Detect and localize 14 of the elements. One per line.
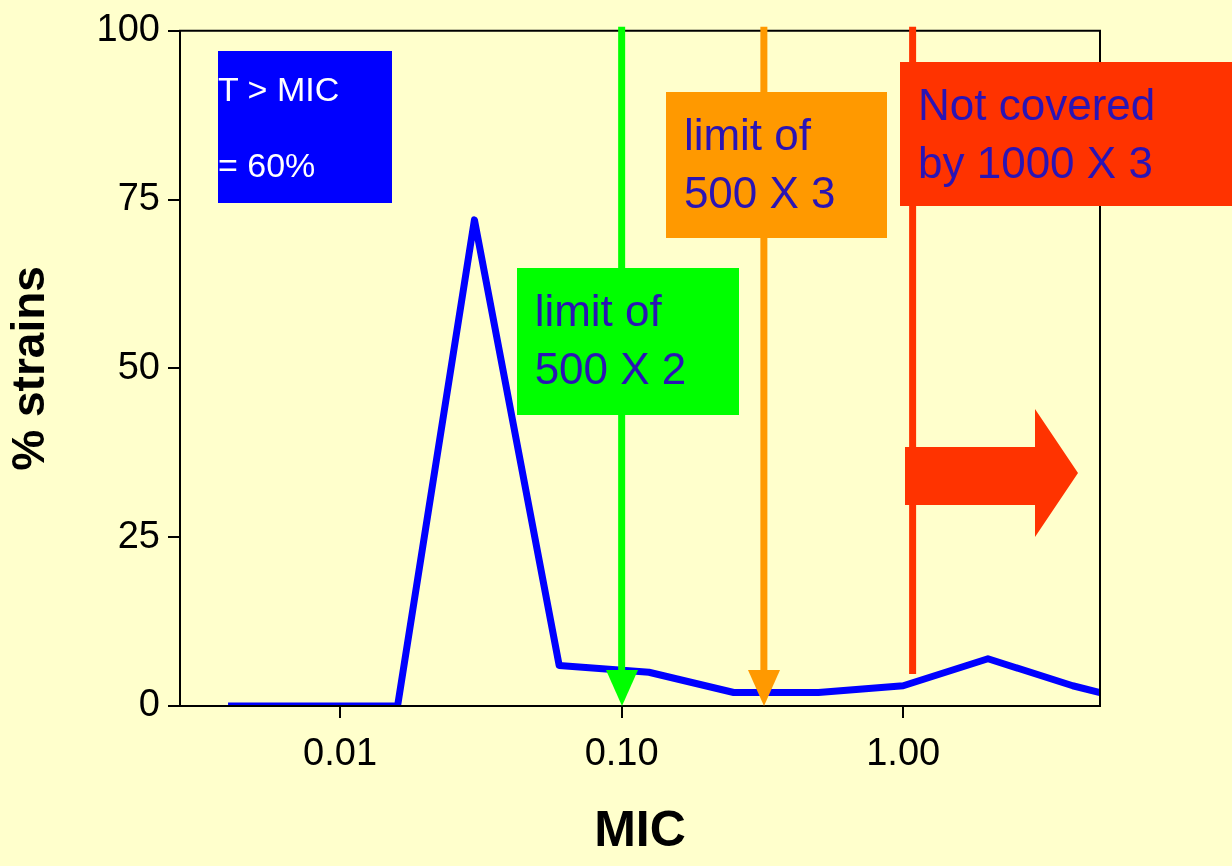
ref-line-label: limit of 500 X 2 bbox=[516, 268, 739, 415]
x-tick-label: 0.01 bbox=[303, 731, 378, 774]
y-tick-label: 100 bbox=[96, 7, 160, 50]
y-tick-label: 75 bbox=[117, 176, 160, 219]
y-tick-label: 25 bbox=[117, 513, 160, 556]
ref-line-label: limit of 500 X 3 bbox=[665, 92, 887, 238]
annotation: T > MIC = 60% bbox=[218, 50, 392, 203]
x-tick-label: 1.00 bbox=[866, 731, 941, 774]
y-axis-title: % strains bbox=[2, 266, 55, 471]
ref-line-label: Not covered by 1000 X 3 bbox=[900, 62, 1232, 206]
x-axis-title: MIC bbox=[594, 800, 686, 857]
x-tick-label: 0.10 bbox=[584, 731, 659, 774]
y-tick-label: 0 bbox=[138, 682, 160, 725]
y-tick-label: 50 bbox=[117, 344, 160, 387]
